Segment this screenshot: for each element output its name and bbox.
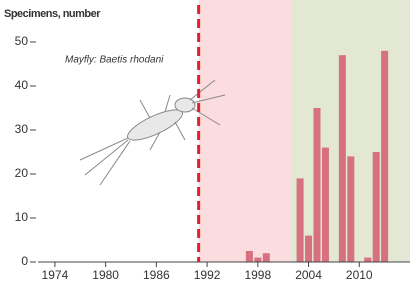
x-tick-label: 1998 <box>244 268 271 282</box>
y-tick-label: 0 <box>21 254 28 268</box>
x-tick-label: 1992 <box>194 268 221 282</box>
y-tick-label: 30 <box>15 122 29 136</box>
bar <box>254 258 261 262</box>
y-tick-label: 50 <box>15 34 29 48</box>
x-tick-label: 1986 <box>143 268 170 282</box>
x-tick-label: 1980 <box>92 268 119 282</box>
chart: Specimens, number Mayfly: Baetis rhodani… <box>0 0 410 305</box>
bar <box>339 55 346 262</box>
bar <box>263 253 270 262</box>
bar <box>364 258 371 262</box>
y-tick-label: 40 <box>15 78 29 92</box>
bar <box>246 251 253 262</box>
x-tick-label: 2010 <box>346 268 373 282</box>
x-tick-label: 1974 <box>42 268 69 282</box>
bar <box>297 178 304 262</box>
bar <box>314 108 321 262</box>
x-tick-label: 2004 <box>295 268 322 282</box>
bar <box>322 148 329 262</box>
bar <box>373 152 380 262</box>
shaded-region <box>199 0 292 262</box>
annotation: Mayfly: Baetis rhodani <box>65 55 164 66</box>
y-tick-label: 10 <box>15 210 29 224</box>
bar <box>305 236 312 262</box>
bar <box>347 156 354 262</box>
y-tick-label: 20 <box>15 166 29 180</box>
bar <box>381 51 388 262</box>
y-axis-label: Specimens, number <box>4 8 101 20</box>
